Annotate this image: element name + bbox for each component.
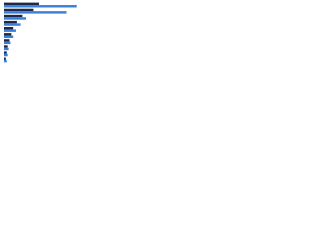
bar [4, 33, 12, 36]
bar [4, 5, 77, 8]
bar [4, 2, 39, 6]
bar [4, 57, 6, 60]
bar [4, 45, 8, 48]
bar [4, 8, 34, 12]
bar [4, 51, 7, 54]
bar [4, 11, 67, 14]
bar [4, 17, 27, 20]
chart [4, 2, 77, 63]
bar [4, 53, 8, 57]
bar [4, 29, 16, 32]
bar [4, 20, 17, 24]
bar [4, 39, 10, 42]
bar [4, 27, 14, 30]
bar [4, 14, 23, 18]
bar [4, 35, 14, 38]
bar [4, 41, 11, 45]
bar [4, 23, 21, 26]
bar [4, 47, 9, 51]
bar [4, 59, 7, 63]
